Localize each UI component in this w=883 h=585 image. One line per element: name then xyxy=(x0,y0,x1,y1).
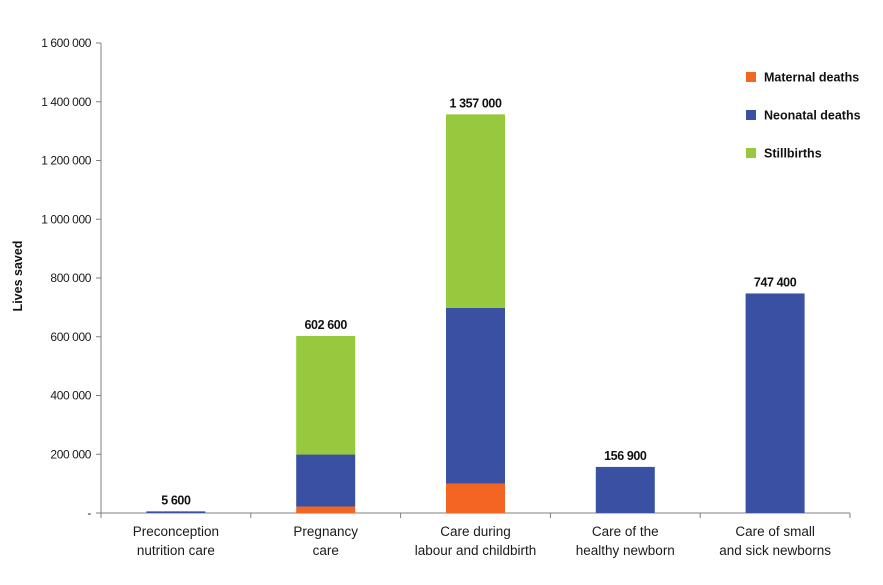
bar-total-label: 156 900 xyxy=(604,449,647,463)
bar-segment-maternal-deaths xyxy=(296,506,356,513)
y-axis-ticks: - 200 000 400 000 600 000 800 000 1 000 000 1 … xyxy=(41,36,101,520)
x-category-label: healthy newborn xyxy=(576,543,675,558)
x-category-label: care xyxy=(313,543,339,558)
x-category-label: Care of the xyxy=(592,524,659,539)
y-tick-label: 1 400 000 xyxy=(41,95,92,109)
x-category-label: Care of small xyxy=(735,524,815,539)
bar-total-label: 5 600 xyxy=(161,493,191,507)
x-category-label: Preconception xyxy=(133,524,219,539)
legend-label: Stillbirths xyxy=(764,147,822,161)
y-tick-label: 1 200 000 xyxy=(41,154,92,168)
legend-label: Maternal deaths xyxy=(764,71,859,85)
x-category-label: Care during xyxy=(440,524,511,539)
bars xyxy=(146,114,805,513)
y-tick-label: 1 600 000 xyxy=(41,36,92,50)
legend-swatch xyxy=(746,72,756,82)
legend-swatch xyxy=(746,110,756,120)
bar-segment-neonatal-deaths xyxy=(446,307,505,484)
bar-segment-neonatal-deaths xyxy=(146,511,206,513)
y-tick-label: 800 000 xyxy=(50,271,91,285)
bar-segment-maternal-deaths xyxy=(446,483,505,513)
x-category-label: Pregnancy xyxy=(293,524,358,539)
x-category-label: nutrition care xyxy=(137,543,215,558)
legend-swatch xyxy=(746,148,756,158)
y-tick-label: 200 000 xyxy=(50,447,91,461)
x-category-label: labour and childbirth xyxy=(415,543,537,558)
bar-total-labels: 5 600 602 600 1 357 000 156 900 747 400 xyxy=(161,96,797,507)
bar-segment-stillbirths xyxy=(446,114,505,308)
bar-total-label: 747 400 xyxy=(754,275,797,289)
bar-total-label: 1 357 000 xyxy=(449,96,501,110)
y-tick-label: - xyxy=(87,506,91,520)
bar-segment-neonatal-deaths xyxy=(296,454,356,507)
bar-segment-stillbirths xyxy=(296,335,356,455)
y-tick-label: 1 000 000 xyxy=(41,212,92,226)
legend: Maternal deaths Neonatal deaths Stillbirth… xyxy=(746,71,861,161)
x-category-label: and sick newborns xyxy=(719,543,831,558)
y-tick-label: 600 000 xyxy=(50,330,91,344)
bar-segment-neonatal-deaths xyxy=(595,466,655,513)
legend-label: Neonatal deaths xyxy=(764,109,861,123)
bar-segment-neonatal-deaths xyxy=(745,293,805,513)
x-axis-category-labels: Preconception nutrition care Pregnancy care… xyxy=(133,524,832,558)
bar-total-label: 602 600 xyxy=(305,318,348,332)
y-tick-label: 400 000 xyxy=(50,389,91,403)
y-axis-label: Lives saved xyxy=(11,241,25,312)
